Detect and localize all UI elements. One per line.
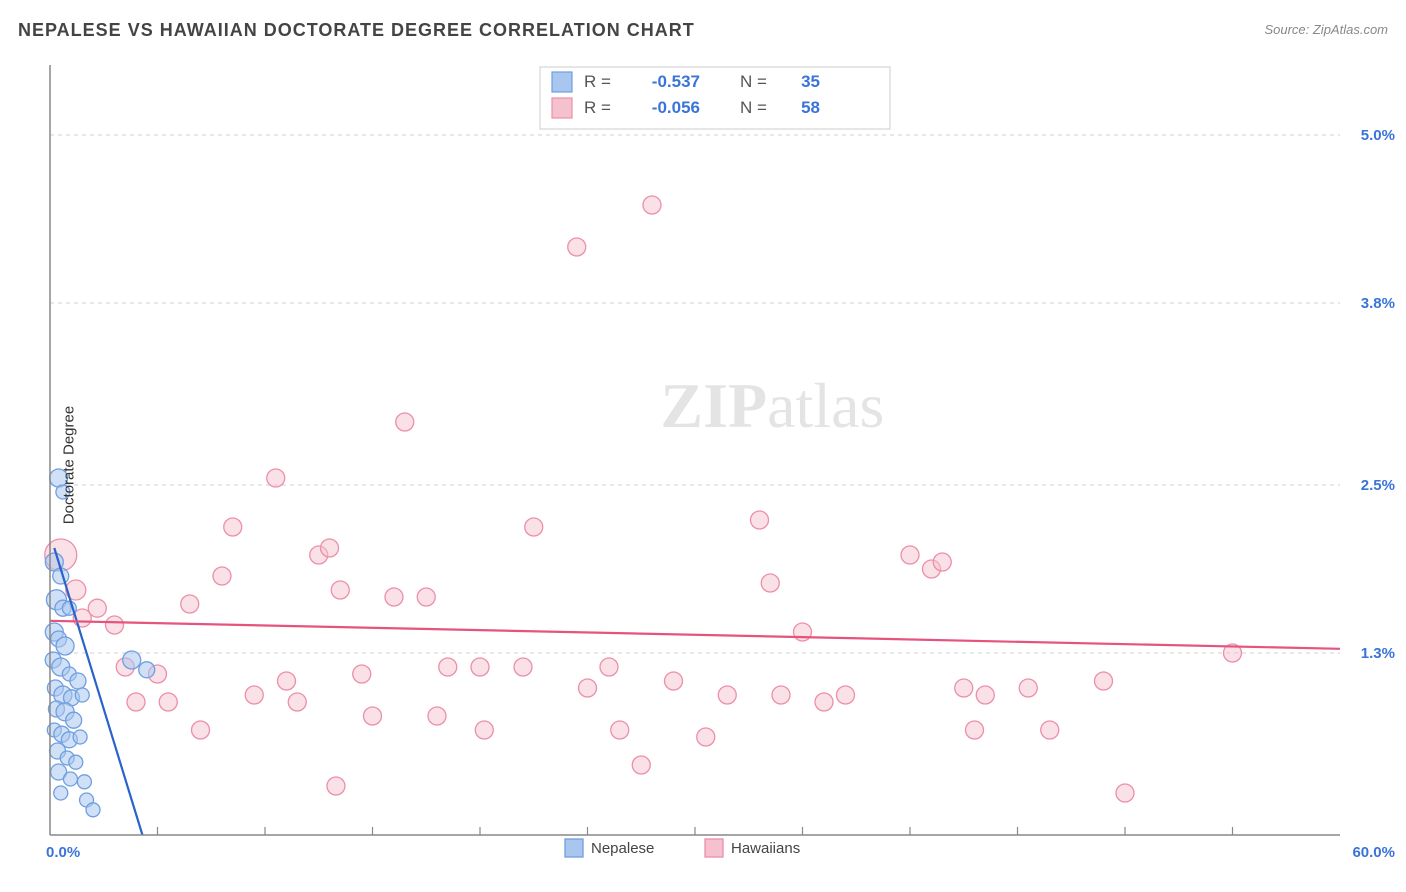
scatter-chart-svg: 1.3% 2.5% 3.8% 5.0% ZIPatlas 0.0% 60.0% Nepales… — [0, 55, 1406, 875]
legend-label: Hawaiians — [731, 840, 800, 857]
data-point — [718, 686, 736, 704]
data-point — [579, 679, 597, 697]
stats-swatch — [552, 72, 572, 92]
stats-r-value: -0.537 — [652, 72, 700, 91]
y-tick-label: 1.3% — [1361, 645, 1395, 662]
data-point — [525, 518, 543, 536]
data-point — [385, 588, 403, 606]
data-point — [471, 658, 489, 676]
data-point — [1116, 784, 1134, 802]
data-point — [665, 672, 683, 690]
legend-swatch — [565, 839, 583, 857]
data-point — [976, 686, 994, 704]
data-point — [772, 686, 790, 704]
x-tick-label-max: 60.0% — [1352, 844, 1395, 861]
data-point — [106, 616, 124, 634]
trend-line-hawaiians — [50, 621, 1340, 649]
stats-n-label: N = — [740, 98, 767, 117]
data-point — [88, 599, 106, 617]
data-point — [192, 721, 210, 739]
legend-label: Nepalese — [591, 840, 654, 857]
data-point — [181, 595, 199, 613]
data-point — [63, 772, 77, 786]
x-tick-label-min: 0.0% — [46, 844, 80, 861]
data-point — [267, 469, 285, 487]
data-point — [66, 712, 82, 728]
data-point — [54, 786, 68, 800]
stats-r-label: R = — [584, 98, 611, 117]
chart-source: Source: ZipAtlas.com — [1264, 22, 1388, 37]
data-point — [611, 721, 629, 739]
data-point — [321, 539, 339, 557]
legend-swatch — [705, 839, 723, 857]
data-point — [159, 693, 177, 711]
watermark: ZIPatlas — [660, 370, 884, 441]
data-point — [966, 721, 984, 739]
data-point — [86, 803, 100, 817]
data-point — [75, 688, 89, 702]
data-point — [224, 518, 242, 536]
data-point — [1019, 679, 1037, 697]
data-point — [697, 728, 715, 746]
data-point — [428, 707, 446, 725]
stats-swatch — [552, 98, 572, 118]
data-point — [353, 665, 371, 683]
data-point — [417, 588, 435, 606]
data-point — [475, 721, 493, 739]
data-point — [123, 651, 141, 669]
data-point — [331, 581, 349, 599]
data-point — [245, 686, 263, 704]
data-point — [568, 238, 586, 256]
data-point — [837, 686, 855, 704]
data-point — [643, 196, 661, 214]
stats-n-value: 58 — [801, 98, 820, 117]
chart-title: NEPALESE VS HAWAIIAN DOCTORATE DEGREE CO… — [18, 20, 695, 40]
y-axis-label: Doctorate Degree — [61, 406, 78, 524]
data-point — [73, 730, 87, 744]
data-point — [327, 777, 345, 795]
data-point — [69, 755, 83, 769]
y-tick-label: 3.8% — [1361, 295, 1395, 312]
data-point — [396, 413, 414, 431]
chart-area: Doctorate Degree 1.3% 2.5% 3.8% 5.0% ZIPatla… — [0, 55, 1406, 875]
data-point — [439, 658, 457, 676]
data-point — [514, 658, 532, 676]
data-point — [213, 567, 231, 585]
stats-r-value: -0.056 — [652, 98, 700, 117]
chart-header: NEPALESE VS HAWAIIAN DOCTORATE DEGREE CO… — [18, 20, 1388, 50]
data-point — [278, 672, 296, 690]
data-point — [955, 679, 973, 697]
series-hawaiians — [45, 196, 1242, 802]
data-point — [56, 637, 74, 655]
data-point — [70, 673, 86, 689]
data-point — [751, 511, 769, 529]
data-point — [933, 553, 951, 571]
data-point — [127, 693, 145, 711]
data-point — [761, 574, 779, 592]
data-point — [139, 662, 155, 678]
stats-r-label: R = — [584, 72, 611, 91]
data-point — [77, 775, 91, 789]
data-point — [288, 693, 306, 711]
data-point — [632, 756, 650, 774]
data-point — [1095, 672, 1113, 690]
data-point — [364, 707, 382, 725]
data-point — [1041, 721, 1059, 739]
y-tick-label: 2.5% — [1361, 477, 1395, 494]
stats-n-label: N = — [740, 72, 767, 91]
data-point — [901, 546, 919, 564]
y-tick-label: 5.0% — [1361, 127, 1395, 144]
data-point — [600, 658, 618, 676]
stats-n-value: 35 — [801, 72, 820, 91]
data-point — [815, 693, 833, 711]
